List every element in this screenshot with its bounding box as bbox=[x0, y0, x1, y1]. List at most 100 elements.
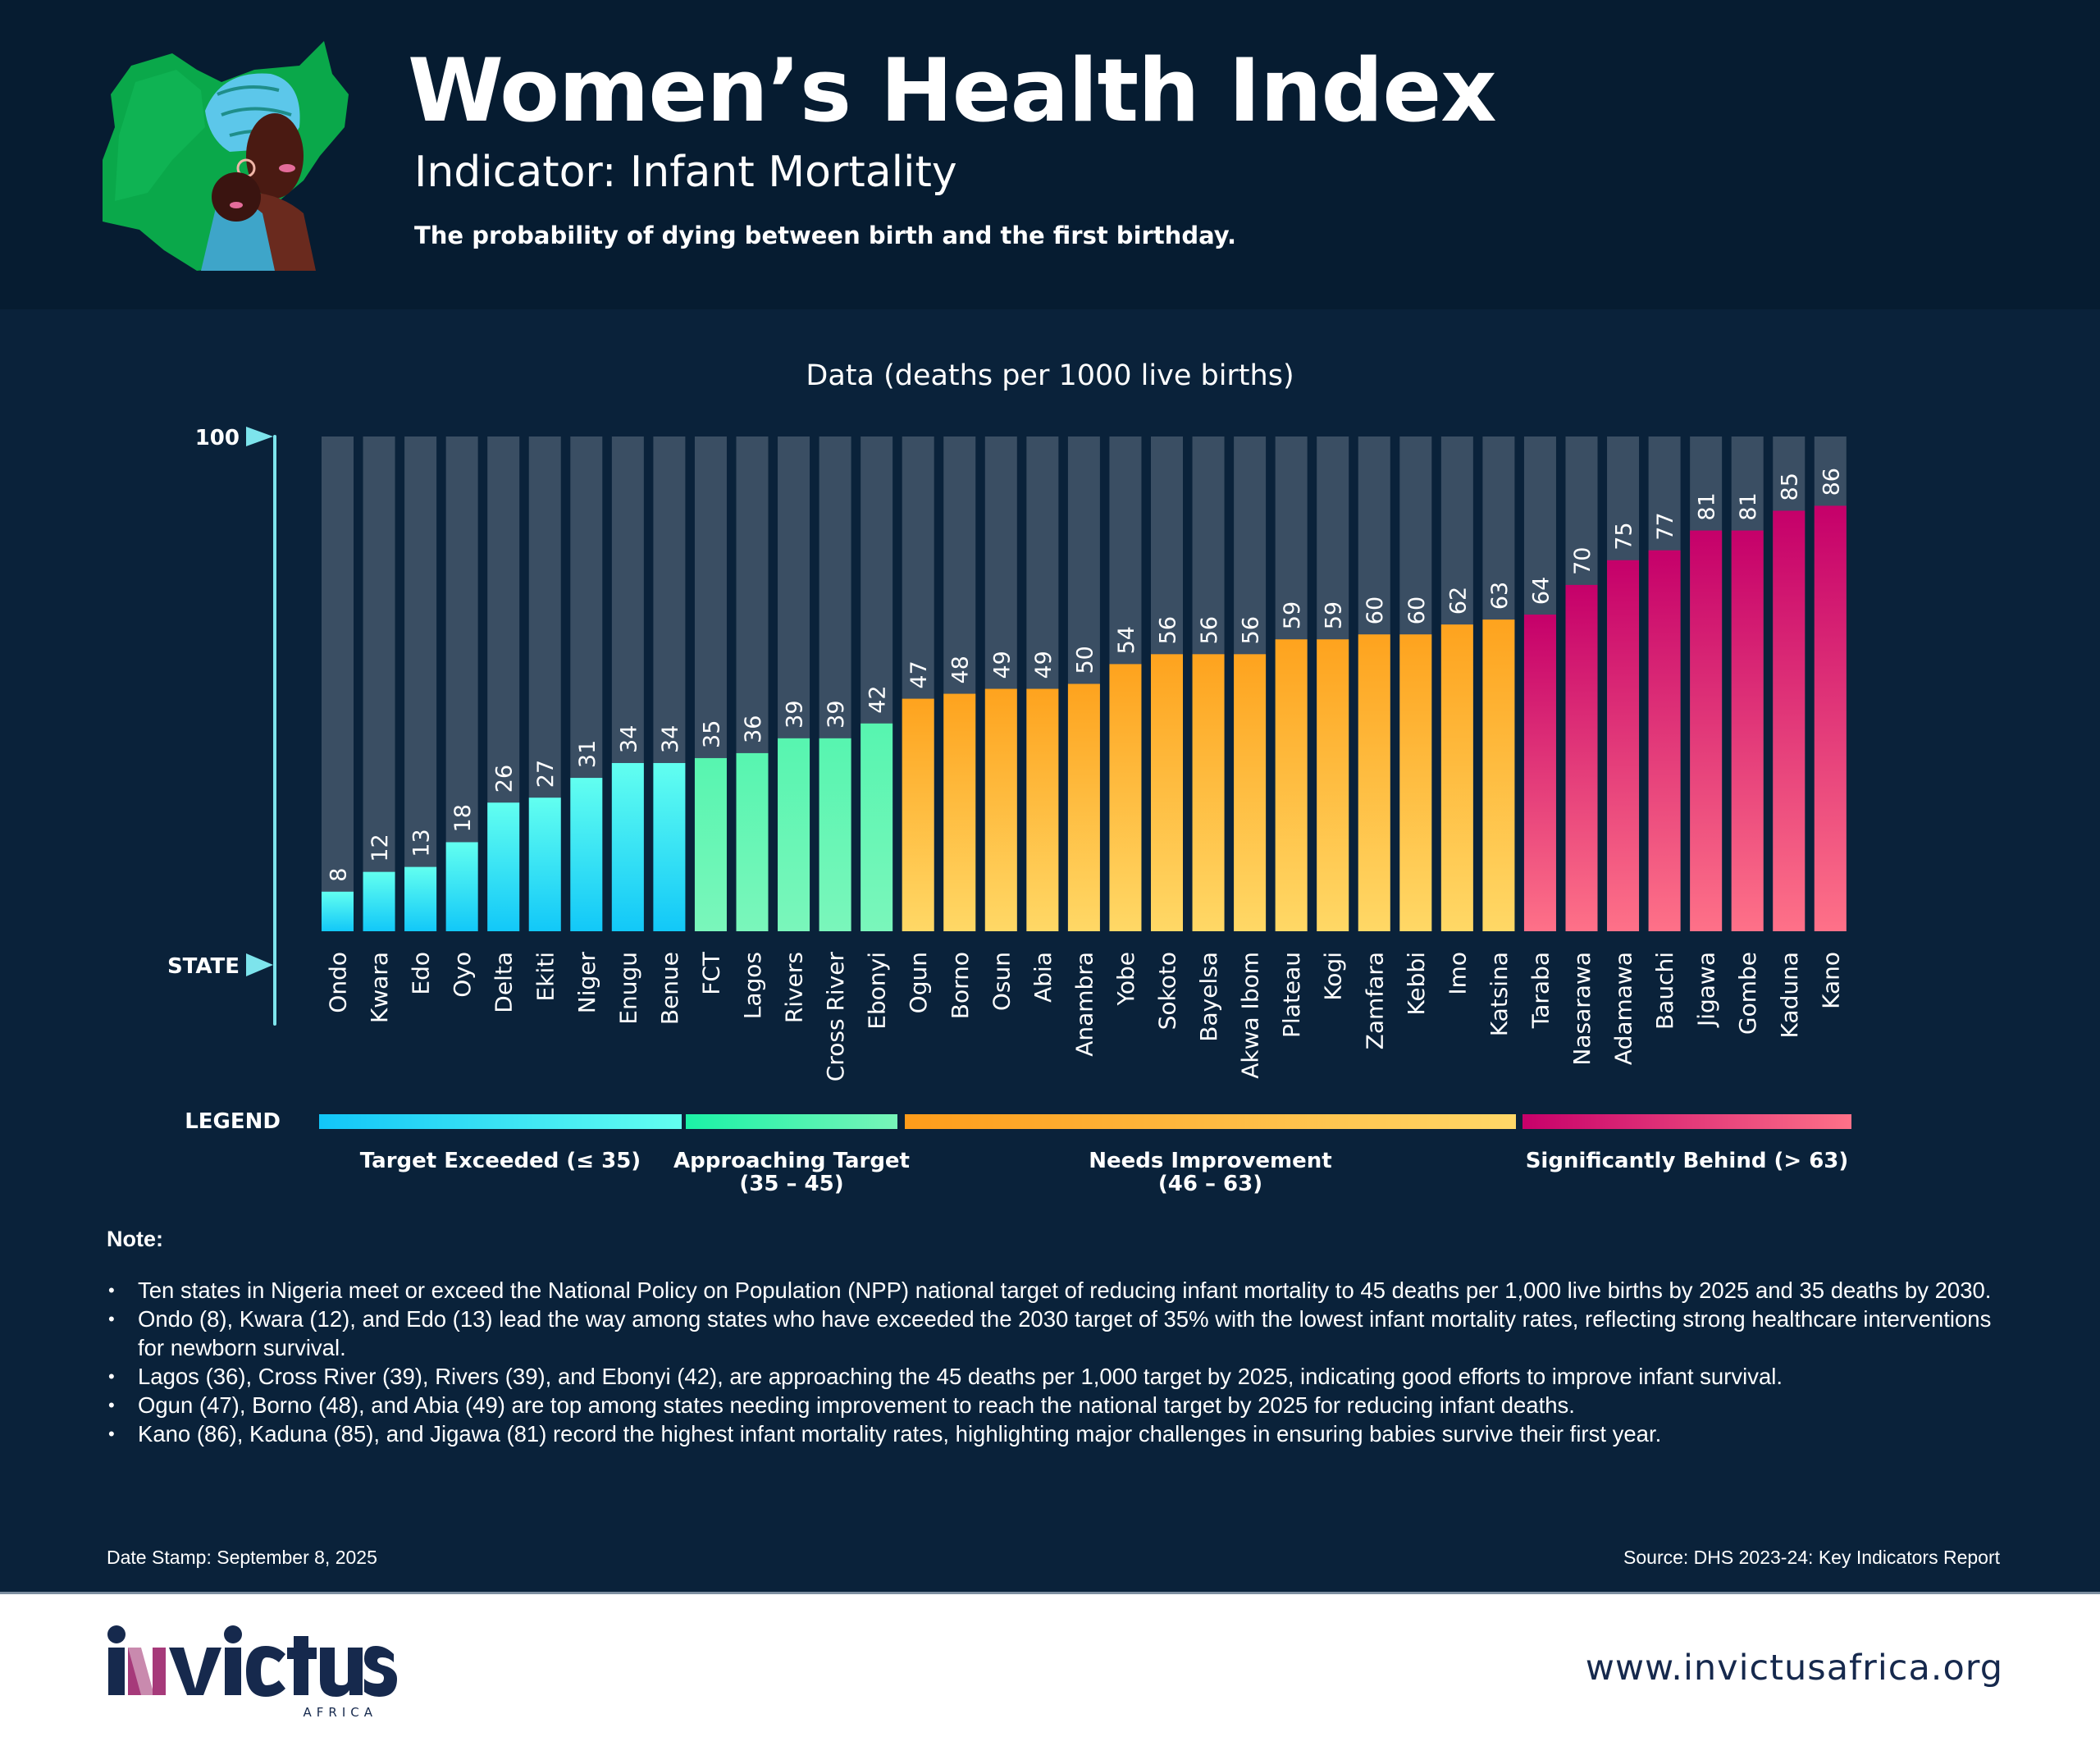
bar bbox=[1026, 688, 1059, 931]
note-item: Lagos (36), Cross River (39), Rivers (39… bbox=[107, 1362, 2010, 1391]
bar-group: 31 Niger bbox=[570, 436, 603, 1014]
bar-group: 63 Katsina bbox=[1482, 436, 1515, 1036]
bar-group: 26 Delta bbox=[487, 436, 520, 1013]
invictus-africa-logo[interactable]: AFRICA bbox=[105, 1623, 400, 1721]
x-tick-label: Lagos bbox=[739, 952, 766, 1019]
chart-title: Data (deaths per 1000 live births) bbox=[806, 359, 1294, 392]
bar-group: 39 Cross River bbox=[819, 436, 851, 1081]
bar bbox=[611, 762, 644, 931]
bar-group: 35 FCT bbox=[694, 436, 727, 995]
bar-value-label: 34 bbox=[658, 725, 683, 753]
x-tick-label: Ebonyi bbox=[864, 952, 891, 1030]
indicator-description: The probability of dying between birth a… bbox=[414, 222, 1237, 249]
bar-group: 34 Benue bbox=[653, 436, 686, 1025]
bar-value-label: 26 bbox=[492, 765, 518, 793]
legend-label-range: (35 – 45) bbox=[739, 1172, 843, 1196]
bar-group: 85 Kaduna bbox=[1773, 436, 1806, 1038]
legend-label: Approaching Target bbox=[673, 1149, 910, 1173]
bar-value-label: 34 bbox=[616, 725, 641, 753]
bar-group: 47 Ogun bbox=[902, 436, 934, 1013]
x-tick-label: Kogi bbox=[1320, 952, 1347, 1001]
bar bbox=[1607, 560, 1640, 931]
bar-value-label: 56 bbox=[1156, 616, 1181, 644]
legend-label: Needs Improvement bbox=[1089, 1149, 1331, 1173]
bar-value-label: 64 bbox=[1528, 577, 1554, 605]
x-tick-label: Bayelsa bbox=[1195, 952, 1222, 1042]
legend-label: Significantly Behind (> 63) bbox=[1526, 1149, 1849, 1173]
x-tick-label: Oyo bbox=[449, 952, 476, 998]
bar-value-label: 49 bbox=[1031, 651, 1057, 679]
bar bbox=[487, 802, 520, 931]
bar-group: 39 Rivers bbox=[778, 436, 810, 1023]
page-title: Women’s Health Index bbox=[408, 40, 1497, 141]
bar-value-label: 49 bbox=[989, 651, 1015, 679]
bar-group: 56 Bayelsa bbox=[1192, 436, 1225, 1042]
bar-value-label: 31 bbox=[575, 740, 600, 768]
bar-value-label: 27 bbox=[533, 760, 559, 788]
x-tick-label: Borno bbox=[947, 952, 974, 1019]
legend-title: LEGEND bbox=[185, 1109, 281, 1134]
bar-value-label: 50 bbox=[1072, 646, 1098, 674]
x-tick-label: Benue bbox=[656, 952, 683, 1025]
x-tick-label: Kebbi bbox=[1403, 952, 1430, 1016]
bar bbox=[1523, 615, 1556, 931]
note-item: Ten states in Nigeria meet or exceed the… bbox=[107, 1276, 2010, 1305]
bar bbox=[1275, 639, 1308, 931]
x-tick-label: Anambra bbox=[1071, 952, 1098, 1057]
legend-label: Target Exceeded (≤ 35) bbox=[360, 1149, 641, 1173]
bar bbox=[902, 698, 934, 931]
bar-value-label: 39 bbox=[783, 700, 808, 728]
bar bbox=[1648, 550, 1681, 931]
x-tick-label: Ogun bbox=[905, 952, 932, 1013]
x-tick-label: Kwara bbox=[366, 952, 393, 1023]
bar bbox=[1399, 634, 1432, 931]
bar-track bbox=[322, 436, 354, 931]
x-tick-label: Gombe bbox=[1734, 952, 1761, 1035]
bar-value-label: 63 bbox=[1487, 582, 1513, 610]
bar-group: 49 Abia bbox=[1026, 436, 1059, 1003]
bar bbox=[819, 738, 851, 931]
bar-track bbox=[404, 436, 437, 931]
bar bbox=[1109, 664, 1142, 931]
bar-value-label: 56 bbox=[1197, 616, 1222, 644]
bar bbox=[736, 752, 769, 931]
website-link[interactable]: www.invictusafrica.org bbox=[1585, 1648, 2003, 1689]
bar bbox=[1440, 624, 1473, 931]
bar-group: 48 Borno bbox=[943, 436, 976, 1019]
x-tick-label: Akwa Ibom bbox=[1237, 952, 1264, 1079]
bar-group: 27 Ekiti bbox=[528, 436, 561, 1001]
bar-group: 75 Adamawa bbox=[1607, 436, 1640, 1065]
notes-list: Ten states in Nigeria meet or exceed the… bbox=[107, 1276, 2010, 1448]
bar-value-label: 12 bbox=[368, 834, 393, 862]
bar-value-label: 81 bbox=[1695, 492, 1720, 520]
x-tick-label: Taraba bbox=[1527, 952, 1554, 1029]
indicator-subtitle: Indicator: Infant Mortality bbox=[414, 148, 957, 197]
bar-group: 49 Osun bbox=[984, 436, 1017, 1011]
woman-face-shape bbox=[246, 113, 304, 199]
x-tick-label: Niger bbox=[573, 952, 600, 1014]
x-tick-label: Ekiti bbox=[532, 952, 559, 1001]
notes-title: Note: bbox=[107, 1227, 163, 1251]
bar bbox=[1814, 505, 1847, 931]
bar-group: 64 Taraba bbox=[1523, 436, 1556, 1029]
x-axis-label: STATE bbox=[167, 954, 240, 979]
x-tick-label: Nasarawa bbox=[1568, 952, 1596, 1066]
legend-item: Approaching Target(35 – 45) bbox=[673, 1114, 910, 1196]
bar bbox=[1192, 654, 1225, 931]
bar bbox=[1067, 683, 1100, 931]
x-tick-label: Bauchi bbox=[1651, 952, 1678, 1030]
legend-swatch bbox=[686, 1114, 897, 1129]
bar-value-label: 85 bbox=[1778, 473, 1803, 500]
bar bbox=[570, 778, 603, 931]
bar bbox=[984, 688, 1017, 931]
bar-value-label: 42 bbox=[865, 685, 891, 713]
bar-group: 50 Anambra bbox=[1067, 436, 1100, 1057]
bar-value-label: 86 bbox=[1819, 468, 1844, 496]
header bbox=[0, 0, 2100, 309]
x-tick-label: Enugu bbox=[614, 952, 641, 1025]
date-stamp: Date Stamp: September 8, 2025 bbox=[107, 1547, 377, 1568]
x-tick-label: Adamawa bbox=[1610, 952, 1637, 1065]
bar bbox=[1565, 584, 1598, 931]
bar bbox=[1151, 654, 1183, 931]
bar bbox=[322, 891, 354, 931]
